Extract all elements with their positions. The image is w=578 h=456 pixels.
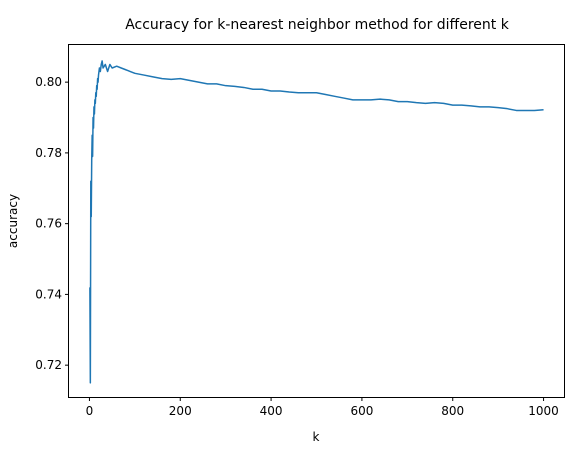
y-tick-label: 0.80 xyxy=(35,75,62,89)
y-tick-label: 0.76 xyxy=(35,217,62,231)
y-axis-ticks: 0.72 0.74 0.76 0.78 0.80 xyxy=(35,75,69,372)
y-tick-label: 0.74 xyxy=(35,287,62,301)
chart-title: Accuracy for k-nearest neighbor method f… xyxy=(125,17,510,33)
y-tick-label: 0.78 xyxy=(35,146,62,160)
y-tick-label: 0.72 xyxy=(35,358,62,372)
x-tick-label: 400 xyxy=(260,404,283,418)
x-tick-label: 1000 xyxy=(528,404,559,418)
x-tick-label: 0 xyxy=(86,404,94,418)
x-tick-label: 200 xyxy=(169,404,192,418)
y-axis-label: accuracy xyxy=(6,194,20,248)
x-tick-label: 600 xyxy=(350,404,373,418)
series-line xyxy=(89,60,544,384)
plot-area xyxy=(68,44,565,398)
x-tick-label: 800 xyxy=(441,404,464,418)
plot-frame xyxy=(68,44,565,398)
x-axis-label: k xyxy=(313,430,320,444)
x-axis-ticks: 0 200 400 600 800 1000 xyxy=(86,397,559,418)
